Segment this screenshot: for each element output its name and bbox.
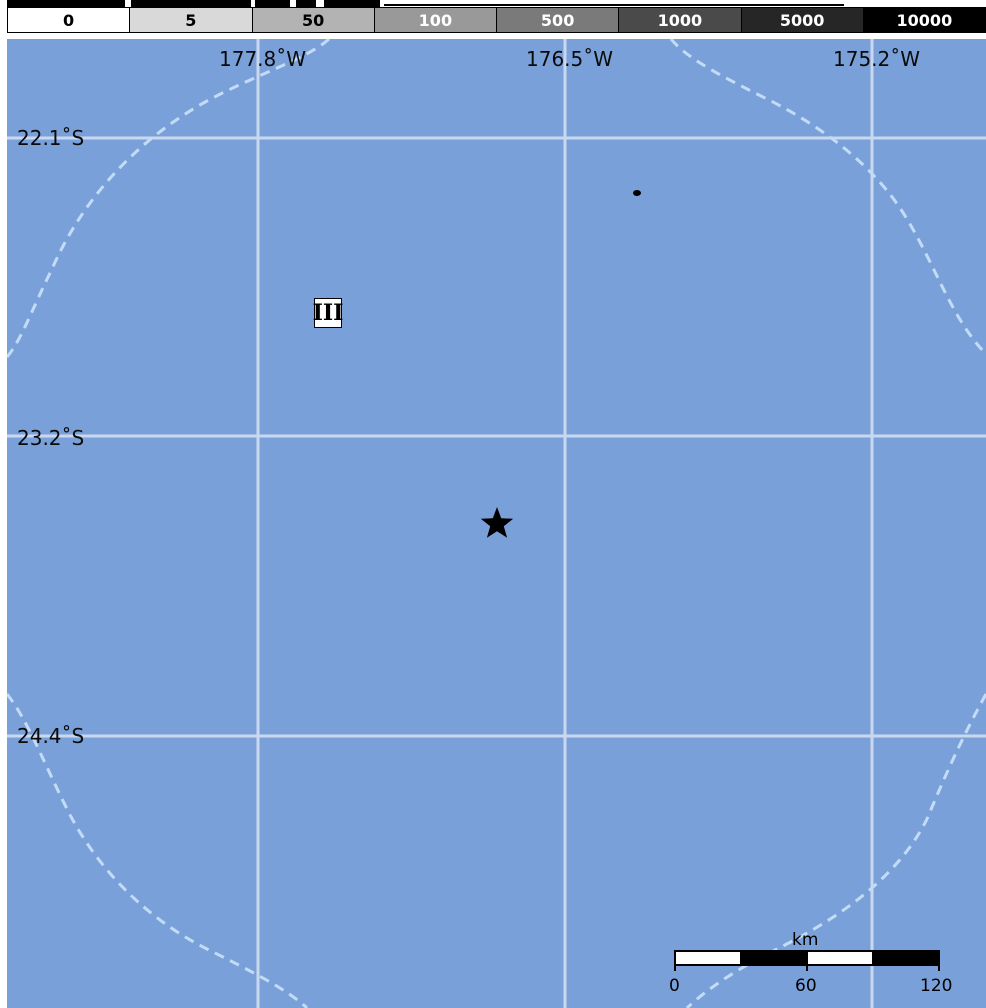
- scale-segment-1: [674, 950, 742, 966]
- legend-label-5000: 5000: [779, 10, 825, 30]
- lon-label-175-2w: 175.2˚W: [833, 47, 921, 71]
- scale-unit: km: [792, 930, 819, 950]
- legend-cell-5: 5: [130, 8, 253, 32]
- graticule: [7, 39, 986, 1008]
- legend-cell-50: 50: [252, 8, 375, 32]
- legend-cell-500: 500: [497, 8, 620, 32]
- legend-label-100: 100: [418, 10, 453, 30]
- population-legend-cells: 0 5 50 100 500 1000 5000 10000: [7, 7, 986, 33]
- legend-title-remnant: [0, 0, 986, 7]
- legend-label-0: 0: [63, 10, 75, 30]
- scale-segment-4: [872, 950, 940, 966]
- intensity-label: III: [312, 300, 344, 326]
- lat-label-22-1s: 22.1˚S: [17, 126, 85, 150]
- lat-label-23-2s: 23.2˚S: [17, 426, 85, 450]
- population-legend: 0 5 50 100 500 1000 5000 10000: [0, 0, 986, 34]
- scale-label-60: 60: [795, 976, 817, 996]
- legend-label-1000: 1000: [657, 10, 703, 30]
- scale-label-120: 120: [920, 976, 953, 996]
- island-icon: [633, 190, 641, 196]
- scale-label-0: 0: [669, 976, 680, 996]
- scale-bar: km 0 60 120: [660, 928, 960, 1008]
- legend-cell-0: 0: [8, 8, 131, 32]
- distance-contour: [7, 39, 986, 1008]
- legend-label-5: 5: [185, 10, 197, 30]
- star-icon[interactable]: [480, 507, 514, 538]
- legend-label-10000: 10000: [896, 10, 953, 30]
- intensity-marker[interactable]: III: [312, 298, 344, 328]
- legend-cell-100: 100: [374, 8, 497, 32]
- legend-label-500: 500: [540, 10, 575, 30]
- legend-label-50: 50: [301, 10, 325, 30]
- scale-bar-graphic: [674, 950, 940, 971]
- legend-cell-5000: 5000: [741, 8, 864, 32]
- legend-cell-10000: 10000: [863, 8, 986, 32]
- map-overlay: [7, 39, 986, 1008]
- lon-label-177-8w: 177.8˚W: [219, 47, 307, 71]
- lon-label-176-5w: 176.5˚W: [526, 47, 614, 71]
- legend-cell-1000: 1000: [619, 8, 742, 32]
- scale-segment-3: [806, 950, 874, 966]
- map-canvas[interactable]: 177.8˚W 176.5˚W 175.2˚W 22.1˚S 23.2˚S 24…: [7, 39, 986, 1008]
- lat-label-24-4s: 24.4˚S: [17, 724, 85, 748]
- scale-segment-2: [740, 950, 808, 966]
